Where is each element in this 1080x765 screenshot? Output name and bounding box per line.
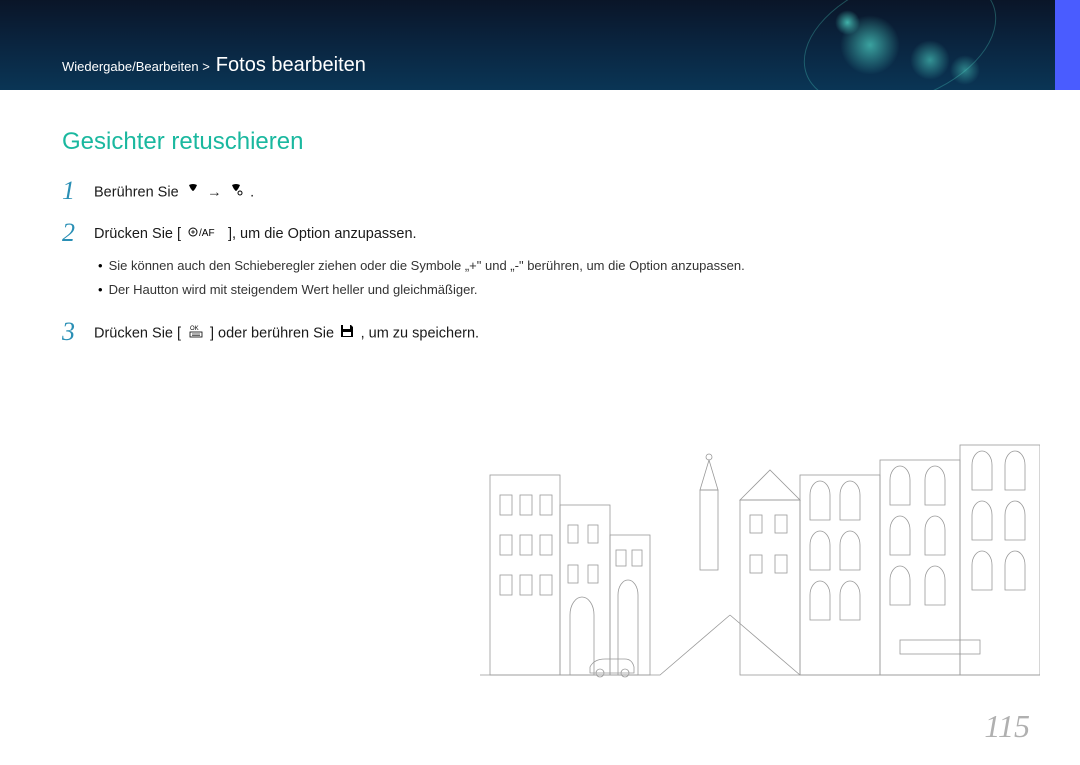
step-text: Drücken Sie [ bbox=[94, 326, 181, 342]
step-text: ] oder berühren Sie bbox=[210, 326, 338, 342]
step-number: 1 bbox=[62, 178, 80, 204]
page-header: Wiedergabe/Bearbeiten > Fotos bearbeiten bbox=[0, 0, 1080, 90]
step-body: Drücken Sie [ OK ] oder berühren Sie , u… bbox=[94, 319, 479, 345]
step-body: Drücken Sie [ /AF ], um die Option anzup… bbox=[94, 220, 745, 303]
step-body: Berühren Sie → . bbox=[94, 178, 254, 204]
step-row: 3 Drücken Sie [ OK ] oder berühren Sie ,… bbox=[62, 319, 1018, 345]
step-text: Drücken Sie [ bbox=[94, 226, 181, 242]
svg-text:/AF: /AF bbox=[199, 228, 215, 239]
side-tab-indicator bbox=[1055, 0, 1080, 90]
arrow-text: → bbox=[207, 185, 226, 201]
sparkle-decoration bbox=[950, 55, 980, 85]
sparkle-decoration bbox=[910, 40, 950, 80]
breadcrumb-current: Fotos bearbeiten bbox=[216, 54, 366, 77]
retouch-icon bbox=[185, 182, 201, 203]
step-number: 2 bbox=[62, 220, 80, 303]
svg-text:OK: OK bbox=[190, 326, 199, 332]
bullet-marker: • bbox=[98, 280, 103, 300]
page-content: Gesichter retuschieren 1 Berühren Sie → … bbox=[0, 90, 1080, 346]
decorative-illustration bbox=[480, 415, 1040, 715]
decorative-curve bbox=[786, 0, 1015, 90]
step-row: 1 Berühren Sie → . bbox=[62, 178, 1018, 204]
breadcrumb: Wiedergabe/Bearbeiten > Fotos bearbeiten bbox=[62, 54, 366, 77]
step-number: 3 bbox=[62, 319, 80, 345]
step-row: 2 Drücken Sie [ /AF ], um die Option anz… bbox=[62, 220, 1018, 303]
display-af-icon: /AF bbox=[188, 225, 222, 244]
step-text: Berühren Sie bbox=[94, 185, 183, 201]
bullet-text: Sie können auch den Schieberegler ziehen… bbox=[109, 256, 745, 276]
save-icon bbox=[340, 324, 354, 343]
bullet-item: • Der Hautton wird mit steigendem Wert h… bbox=[98, 280, 745, 300]
ok-menu-icon: OK bbox=[188, 323, 204, 344]
step-text: ], um die Option anzupassen. bbox=[228, 226, 417, 242]
bullet-marker: • bbox=[98, 256, 103, 276]
breadcrumb-parent: Wiedergabe/Bearbeiten > bbox=[62, 59, 210, 74]
face-retouch-icon bbox=[228, 182, 244, 203]
bullet-item: • Sie können auch den Schieberegler zieh… bbox=[98, 256, 745, 276]
section-heading: Gesichter retuschieren bbox=[62, 128, 1018, 156]
sparkle-decoration bbox=[835, 10, 860, 35]
step-text: , um zu speichern. bbox=[361, 326, 479, 342]
step-text: . bbox=[250, 185, 254, 201]
bullet-text: Der Hautton wird mit steigendem Wert hel… bbox=[109, 280, 478, 300]
bullet-list: • Sie können auch den Schieberegler zieh… bbox=[94, 256, 745, 299]
page-number: 115 bbox=[984, 708, 1030, 745]
